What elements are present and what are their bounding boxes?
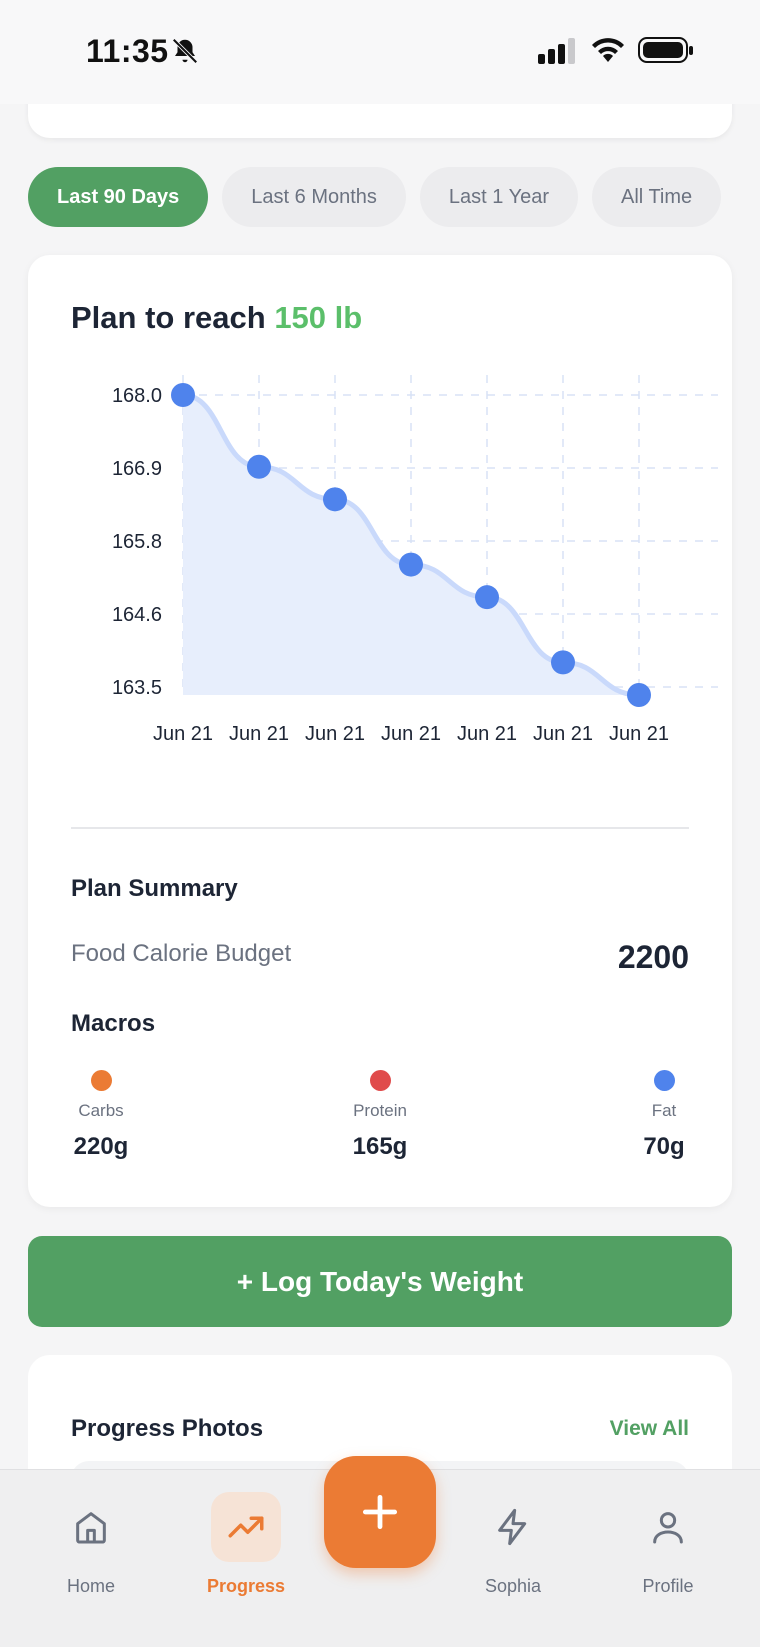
nav-profile[interactable]: Profile xyxy=(603,1470,733,1597)
filter-last-90-days[interactable]: Last 90 Days xyxy=(28,167,209,227)
plan-title-prefix: Plan to reach xyxy=(71,300,266,335)
nav-label: Sophia xyxy=(484,1576,542,1596)
data-point xyxy=(323,487,347,512)
x-tick-label: Jun 21 xyxy=(153,723,213,745)
plan-summary-title: Plan Summary xyxy=(71,875,238,902)
x-tick-label: Jun 21 xyxy=(457,723,517,745)
x-tick-label: Jun 21 xyxy=(305,723,365,745)
filter-last-1-year[interactable]: Last 1 Year xyxy=(419,167,579,227)
y-tick-label: 166.9 xyxy=(112,458,162,480)
macro-label: Carbs xyxy=(78,1101,124,1120)
nav-progress[interactable]: Progress xyxy=(181,1470,311,1597)
plus-icon xyxy=(362,1494,398,1530)
calorie-budget-label: Food Calorie Budget xyxy=(71,940,292,967)
x-tick-label: Jun 21 xyxy=(609,723,669,745)
fat-dot-icon xyxy=(653,1070,675,1091)
status-bar: 11:35 xyxy=(0,0,760,104)
signal-icon xyxy=(538,38,575,64)
x-tick-label: Jun 21 xyxy=(229,723,289,745)
data-point xyxy=(247,454,271,479)
y-tick-label: 163.5 xyxy=(112,677,162,699)
y-tick-label: 164.6 xyxy=(112,604,162,626)
y-tick-label: 165.8 xyxy=(112,531,162,553)
view-all-link[interactable]: View All xyxy=(609,1417,689,1440)
home-icon xyxy=(76,1512,106,1544)
nav-label: Home xyxy=(66,1576,115,1596)
macro-value: 220g xyxy=(73,1133,129,1160)
macro-fat: Fat 70g xyxy=(639,1070,689,1161)
log-weight-button[interactable]: + Log Today's Weight xyxy=(28,1236,732,1327)
data-point xyxy=(475,585,499,610)
time-range-filters: Last 90 Days Last 6 Months Last 1 Year All … xyxy=(28,167,732,227)
data-point xyxy=(399,552,423,577)
wifi-icon xyxy=(592,38,624,62)
macro-value: 70g xyxy=(643,1133,685,1160)
carbs-dot-icon xyxy=(90,1070,112,1091)
filter-all-time[interactable]: All Time xyxy=(592,167,722,227)
macros-title: Macros xyxy=(71,1010,156,1037)
plan-title: Plan to reach 150 lb xyxy=(71,300,362,336)
x-tick-label: Jun 21 xyxy=(381,723,441,745)
weight-plan-card: Plan to reach 150 lb 168.0 166.9 165.8 164.… xyxy=(28,255,732,1207)
protein-dot-icon xyxy=(369,1070,391,1091)
nav-home[interactable]: Home xyxy=(26,1470,156,1597)
y-tick-label: 168.0 xyxy=(112,385,162,407)
lightning-icon xyxy=(498,1508,527,1546)
macro-carbs: Carbs 220g xyxy=(71,1070,131,1161)
trending-up-icon xyxy=(228,1516,264,1538)
status-time: 11:35 xyxy=(86,33,169,69)
filter-last-6-months[interactable]: Last 6 Months xyxy=(222,167,406,227)
x-tick-label: Jun 21 xyxy=(533,723,593,745)
data-point xyxy=(551,650,575,675)
macro-label: Protein xyxy=(353,1101,407,1120)
bell-muted-icon xyxy=(172,38,198,64)
battery-icon xyxy=(638,37,693,63)
nav-label: Progress xyxy=(206,1576,286,1596)
macro-label: Fat xyxy=(651,1101,677,1120)
user-icon xyxy=(653,1512,683,1544)
weight-chart: 168.0 166.9 165.8 164.6 163.5 Jun 21 Jun 21 Jun… xyxy=(112,375,718,745)
data-point xyxy=(171,383,195,407)
calorie-budget-value: 2200 xyxy=(617,939,689,975)
divider xyxy=(71,827,689,829)
macro-value: 165g xyxy=(352,1133,408,1160)
plan-target-weight: 150 lb xyxy=(274,300,363,335)
data-point xyxy=(627,683,651,707)
macro-protein: Protein 165g xyxy=(340,1070,420,1161)
nav-label: Profile xyxy=(642,1576,694,1596)
chart-area-fill xyxy=(183,395,639,695)
progress-photos-title: Progress Photos xyxy=(71,1415,264,1442)
add-fab-button[interactable] xyxy=(324,1456,436,1568)
nav-sophia[interactable]: Sophia xyxy=(448,1470,578,1597)
